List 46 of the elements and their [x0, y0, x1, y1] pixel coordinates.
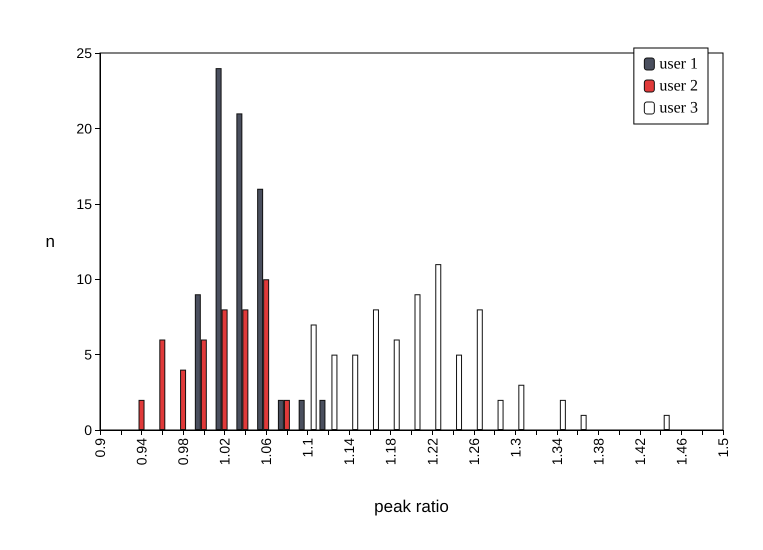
x-tick-label: 1.42: [632, 438, 648, 466]
bar: [394, 340, 400, 430]
legend-label: user 1: [659, 56, 698, 72]
bar: [319, 400, 326, 430]
y-tick-label: 15: [76, 196, 92, 212]
x-tick-label: 1.38: [590, 438, 606, 466]
bar: [518, 384, 524, 430]
bar: [310, 324, 317, 430]
x-tick-label: 1.06: [258, 438, 274, 466]
x-tick-label: 1.34: [548, 438, 565, 466]
y-axis-title: n: [46, 232, 55, 251]
y-tick-label: 0: [84, 422, 92, 438]
y-tick-label: 5: [84, 346, 92, 363]
bar: [580, 414, 587, 430]
x-tick-label: 1.18: [382, 438, 399, 466]
x-tick-label: 1.3: [507, 438, 524, 458]
bar: [352, 354, 358, 430]
x-tick-label: 1.46: [673, 438, 690, 466]
x-tick-label: 1.14: [341, 438, 358, 466]
bar: [331, 354, 338, 430]
bar: [476, 309, 483, 430]
bar: [560, 400, 566, 430]
bar: [138, 400, 145, 430]
x-tick-label: 1.5: [715, 438, 731, 458]
legend-label: user 2: [659, 78, 698, 94]
bar: [664, 414, 670, 430]
x-tick-label: 1.22: [424, 438, 440, 466]
legend-label: user 3: [659, 100, 698, 116]
x-tick-label: 1.26: [466, 438, 482, 466]
y-tick-label: 10: [76, 271, 92, 288]
bar: [498, 400, 504, 430]
x-tick-label: 0.98: [175, 438, 192, 466]
bar: [298, 400, 305, 430]
bar: [372, 309, 379, 430]
bar: [456, 354, 462, 430]
bar: [435, 264, 442, 430]
bar: [180, 370, 186, 430]
y-tick-label: 20: [76, 120, 92, 136]
x-axis-title: peak ratio: [374, 497, 449, 516]
bar: [414, 294, 420, 430]
y-tick-label: 25: [76, 45, 92, 61]
bar: [159, 340, 166, 430]
x-tick-label: 0.94: [134, 438, 150, 466]
x-tick-label: 1.1: [300, 438, 316, 458]
x-tick-label: 0.9: [92, 438, 108, 458]
x-tick-label: 1.02: [216, 438, 233, 466]
